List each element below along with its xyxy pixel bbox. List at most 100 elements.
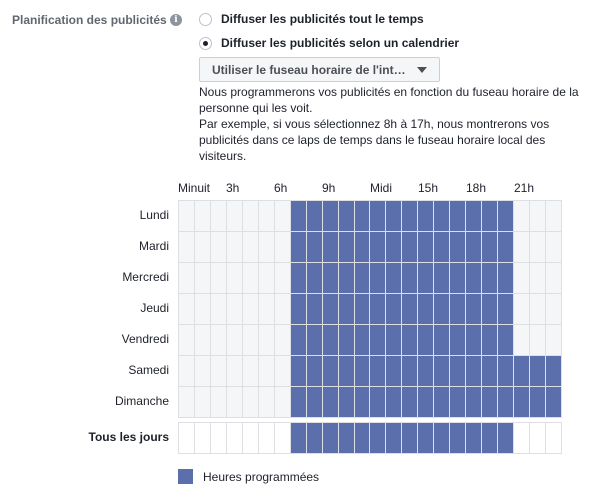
schedule-cell[interactable] bbox=[514, 201, 530, 231]
schedule-cell[interactable] bbox=[450, 201, 466, 231]
schedule-cell[interactable] bbox=[402, 263, 418, 293]
schedule-cell[interactable] bbox=[290, 232, 306, 262]
schedule-cell[interactable] bbox=[530, 294, 546, 324]
schedule-cell[interactable] bbox=[354, 325, 370, 355]
all-days-cell[interactable] bbox=[179, 423, 194, 453]
schedule-cell[interactable] bbox=[322, 232, 338, 262]
schedule-cell[interactable] bbox=[290, 325, 306, 355]
schedule-cell[interactable] bbox=[179, 356, 194, 386]
schedule-cell[interactable] bbox=[226, 232, 242, 262]
schedule-cell[interactable] bbox=[434, 387, 450, 417]
schedule-cell[interactable] bbox=[418, 294, 434, 324]
schedule-cell[interactable] bbox=[482, 263, 498, 293]
all-days-cell[interactable] bbox=[274, 423, 290, 453]
schedule-cell[interactable] bbox=[402, 201, 418, 231]
schedule-cell[interactable] bbox=[434, 325, 450, 355]
info-icon[interactable]: i bbox=[170, 14, 182, 26]
schedule-cell[interactable] bbox=[546, 325, 561, 355]
all-days-cell[interactable] bbox=[434, 423, 450, 453]
schedule-cell[interactable] bbox=[466, 356, 482, 386]
schedule-cell[interactable] bbox=[338, 294, 354, 324]
schedule-cell[interactable] bbox=[450, 325, 466, 355]
schedule-cell[interactable] bbox=[242, 201, 258, 231]
schedule-cell[interactable] bbox=[418, 356, 434, 386]
schedule-cell[interactable] bbox=[354, 387, 370, 417]
schedule-cell[interactable] bbox=[418, 263, 434, 293]
schedule-cell[interactable] bbox=[258, 356, 274, 386]
all-days-cell[interactable] bbox=[546, 423, 561, 453]
schedule-cell[interactable] bbox=[546, 356, 561, 386]
schedule-cell[interactable] bbox=[210, 356, 226, 386]
all-days-cell[interactable] bbox=[514, 423, 530, 453]
schedule-cell[interactable] bbox=[306, 356, 322, 386]
schedule-cell[interactable] bbox=[194, 356, 210, 386]
radio-button[interactable] bbox=[199, 12, 212, 26]
schedule-cell[interactable] bbox=[498, 294, 514, 324]
schedule-cell[interactable] bbox=[258, 325, 274, 355]
schedule-cell[interactable] bbox=[242, 356, 258, 386]
schedule-cell[interactable] bbox=[194, 201, 210, 231]
schedule-cell[interactable] bbox=[546, 294, 561, 324]
schedule-cell[interactable] bbox=[226, 387, 242, 417]
schedule-cell[interactable] bbox=[258, 387, 274, 417]
schedule-cell[interactable] bbox=[386, 201, 402, 231]
all-days-cell[interactable] bbox=[482, 423, 498, 453]
schedule-cell[interactable] bbox=[530, 201, 546, 231]
all-days-cell[interactable] bbox=[466, 423, 482, 453]
schedule-cell[interactable] bbox=[418, 201, 434, 231]
schedule-cell[interactable] bbox=[466, 294, 482, 324]
radio-button[interactable] bbox=[199, 36, 212, 50]
schedule-cell[interactable] bbox=[322, 387, 338, 417]
schedule-cell[interactable] bbox=[338, 232, 354, 262]
schedule-cell[interactable] bbox=[242, 232, 258, 262]
schedule-cell[interactable] bbox=[370, 325, 386, 355]
schedule-cell[interactable] bbox=[434, 232, 450, 262]
schedule-cell[interactable] bbox=[418, 387, 434, 417]
schedule-cell[interactable] bbox=[386, 232, 402, 262]
schedule-cell[interactable] bbox=[498, 356, 514, 386]
schedule-cell[interactable] bbox=[354, 356, 370, 386]
all-days-cell[interactable] bbox=[338, 423, 354, 453]
schedule-cell[interactable] bbox=[482, 232, 498, 262]
schedule-cell[interactable] bbox=[450, 356, 466, 386]
schedule-cell[interactable] bbox=[179, 325, 194, 355]
schedule-cell[interactable] bbox=[514, 263, 530, 293]
all-days-row[interactable] bbox=[178, 422, 562, 454]
schedule-cell[interactable] bbox=[386, 294, 402, 324]
schedule-cell[interactable] bbox=[498, 325, 514, 355]
schedule-cell[interactable] bbox=[194, 263, 210, 293]
schedule-cell[interactable] bbox=[370, 294, 386, 324]
schedule-cell[interactable] bbox=[482, 201, 498, 231]
schedule-cell[interactable] bbox=[194, 325, 210, 355]
schedule-cell[interactable] bbox=[179, 232, 194, 262]
schedule-cell[interactable] bbox=[354, 294, 370, 324]
schedule-cell[interactable] bbox=[306, 387, 322, 417]
schedule-cell[interactable] bbox=[226, 294, 242, 324]
schedule-cell[interactable] bbox=[322, 325, 338, 355]
schedule-cell[interactable] bbox=[546, 387, 561, 417]
schedule-cell[interactable] bbox=[322, 356, 338, 386]
schedule-cell[interactable] bbox=[274, 387, 290, 417]
schedule-cell[interactable] bbox=[434, 294, 450, 324]
schedule-cell[interactable] bbox=[338, 356, 354, 386]
schedule-cell[interactable] bbox=[466, 201, 482, 231]
schedule-cell[interactable] bbox=[402, 294, 418, 324]
schedule-cell[interactable] bbox=[290, 294, 306, 324]
schedule-cell[interactable] bbox=[210, 263, 226, 293]
timezone-dropdown[interactable]: Utiliser le fuseau horaire de l'int… bbox=[199, 57, 440, 82]
schedule-cell[interactable] bbox=[386, 356, 402, 386]
schedule-cell[interactable] bbox=[530, 263, 546, 293]
schedule-cell[interactable] bbox=[226, 201, 242, 231]
schedule-cell[interactable] bbox=[514, 356, 530, 386]
all-days-cell[interactable] bbox=[290, 423, 306, 453]
schedule-cell[interactable] bbox=[210, 294, 226, 324]
radio-run-on-schedule[interactable]: Diffuser les publicités selon un calendr… bbox=[199, 36, 459, 50]
schedule-cell[interactable] bbox=[322, 201, 338, 231]
schedule-cell[interactable] bbox=[354, 201, 370, 231]
schedule-cell[interactable] bbox=[466, 232, 482, 262]
all-days-cell[interactable] bbox=[530, 423, 546, 453]
schedule-cell[interactable] bbox=[338, 201, 354, 231]
schedule-cell[interactable] bbox=[370, 263, 386, 293]
schedule-cell[interactable] bbox=[370, 387, 386, 417]
schedule-cell[interactable] bbox=[466, 263, 482, 293]
